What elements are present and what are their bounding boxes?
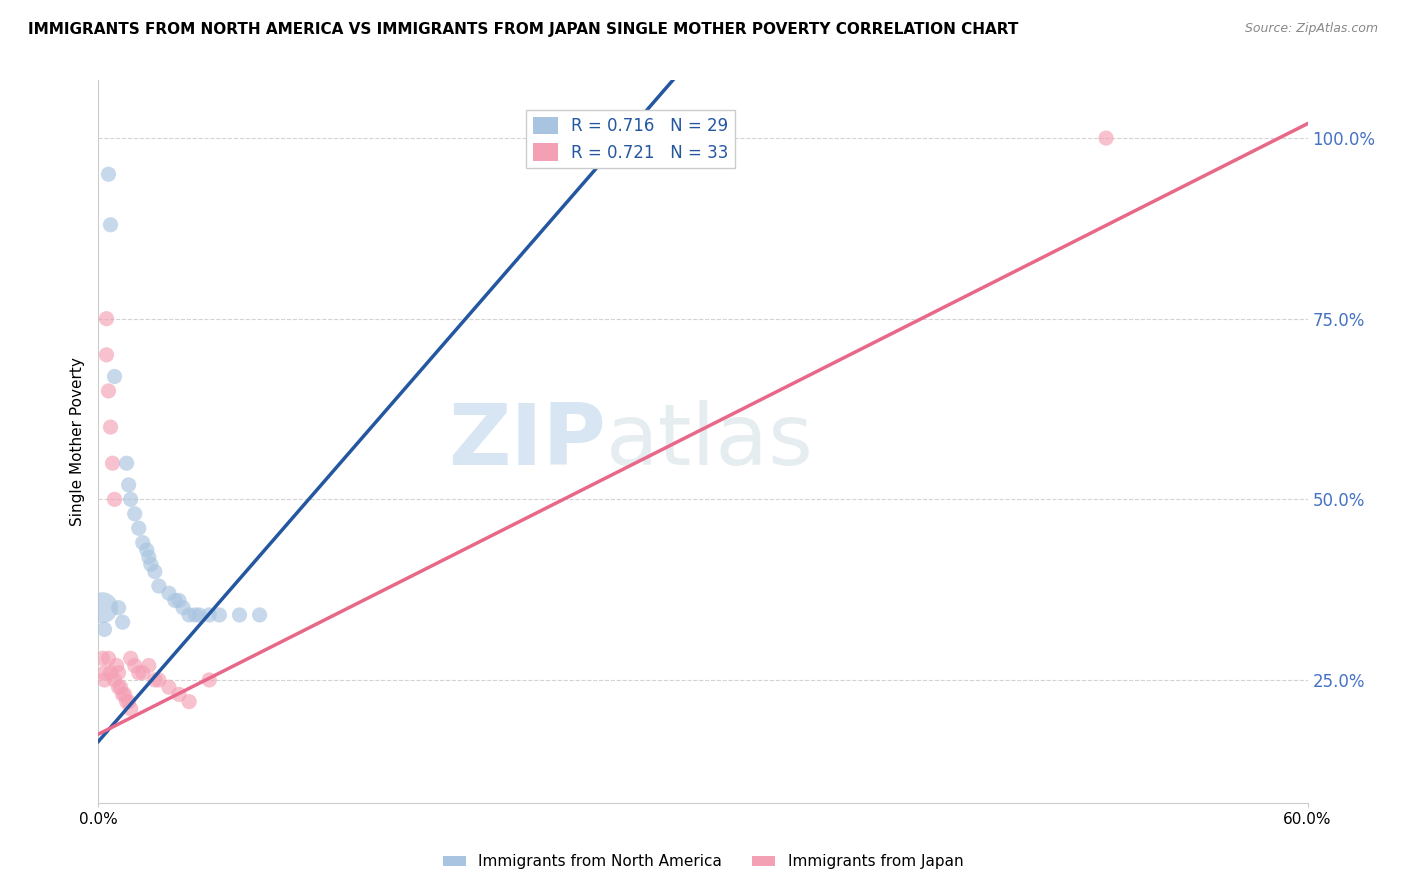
Point xyxy=(163,593,186,607)
Point xyxy=(179,695,201,709)
Text: ZIP: ZIP xyxy=(449,400,606,483)
Point xyxy=(115,456,138,470)
Point xyxy=(100,665,122,680)
Point xyxy=(111,687,134,701)
Point xyxy=(93,665,115,680)
Point xyxy=(111,615,134,630)
Point xyxy=(198,673,221,687)
Point xyxy=(167,687,190,701)
Point xyxy=(93,623,115,637)
Point xyxy=(114,687,136,701)
Point xyxy=(124,507,146,521)
Point xyxy=(138,658,160,673)
Point xyxy=(120,492,142,507)
Point xyxy=(128,521,150,535)
Point xyxy=(167,593,190,607)
Point xyxy=(128,665,150,680)
Point xyxy=(107,665,129,680)
Point xyxy=(172,600,194,615)
Legend: R = 0.716   N = 29, R = 0.721   N = 33: R = 0.716 N = 29, R = 0.721 N = 33 xyxy=(526,111,735,169)
Point xyxy=(184,607,207,622)
Point xyxy=(97,167,120,181)
Point xyxy=(100,420,122,434)
Point xyxy=(179,607,201,622)
Point xyxy=(139,558,162,572)
Point xyxy=(103,369,125,384)
Point xyxy=(143,673,166,687)
Point xyxy=(132,535,155,549)
Point xyxy=(101,456,124,470)
Point xyxy=(148,579,170,593)
Point xyxy=(115,695,138,709)
Point xyxy=(157,586,180,600)
Point xyxy=(135,542,157,557)
Point xyxy=(93,673,115,687)
Point xyxy=(118,478,141,492)
Point xyxy=(1095,131,1118,145)
Point xyxy=(157,680,180,694)
Point xyxy=(103,492,125,507)
Point xyxy=(100,218,122,232)
Point xyxy=(228,607,250,622)
Point xyxy=(96,311,118,326)
Y-axis label: Single Mother Poverty: Single Mother Poverty xyxy=(69,357,84,526)
Text: atlas: atlas xyxy=(606,400,814,483)
Point xyxy=(198,607,221,622)
Point xyxy=(120,651,142,665)
Text: IMMIGRANTS FROM NORTH AMERICA VS IMMIGRANTS FROM JAPAN SINGLE MOTHER POVERTY COR: IMMIGRANTS FROM NORTH AMERICA VS IMMIGRA… xyxy=(28,22,1018,37)
Point xyxy=(143,565,166,579)
Point xyxy=(96,348,118,362)
Legend: Immigrants from North America, Immigrants from Japan: Immigrants from North America, Immigrant… xyxy=(437,848,969,875)
Point xyxy=(138,550,160,565)
Point xyxy=(188,607,211,622)
Point xyxy=(107,680,129,694)
Point xyxy=(118,695,141,709)
Point xyxy=(249,607,271,622)
Point xyxy=(91,600,114,615)
Point xyxy=(103,673,125,687)
Point xyxy=(107,600,129,615)
Point xyxy=(124,658,146,673)
Text: Source: ZipAtlas.com: Source: ZipAtlas.com xyxy=(1244,22,1378,36)
Point xyxy=(120,702,142,716)
Point xyxy=(91,651,114,665)
Point xyxy=(208,607,231,622)
Point xyxy=(132,665,155,680)
Point xyxy=(105,658,128,673)
Point xyxy=(110,680,132,694)
Point xyxy=(97,651,120,665)
Point xyxy=(148,673,170,687)
Point xyxy=(97,384,120,398)
